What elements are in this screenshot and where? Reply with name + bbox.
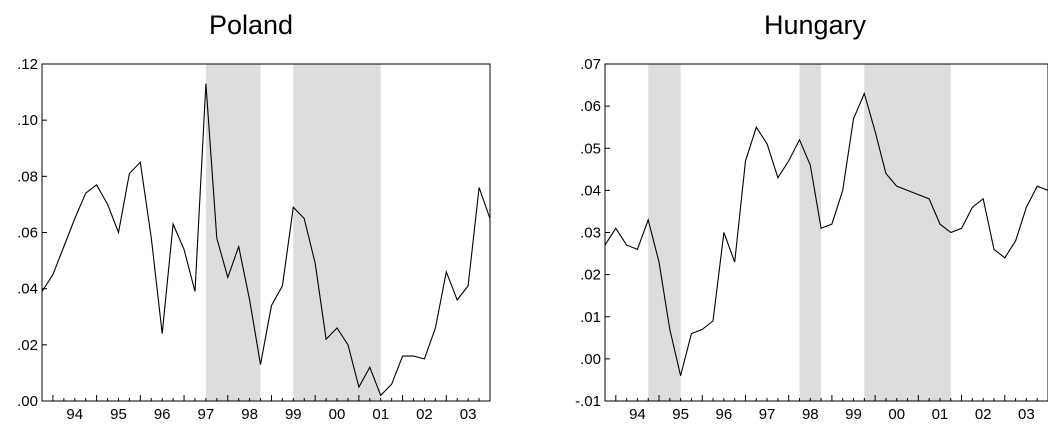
hungary-x-tick-label: 01 bbox=[932, 406, 949, 423]
poland-x-tick-label: 98 bbox=[241, 406, 258, 423]
hungary-y-tick-label: .03 bbox=[580, 225, 601, 242]
poland-y-tick-label: .06 bbox=[17, 225, 38, 242]
hungary-y-tick-label: .06 bbox=[580, 98, 601, 115]
hungary-y-tick-label: .01 bbox=[580, 309, 601, 326]
poland-y-tick-label: .08 bbox=[17, 168, 38, 185]
hungary-shaded-band-1 bbox=[799, 64, 822, 401]
hungary-y-tick-label: .07 bbox=[580, 56, 601, 73]
hungary-series-line bbox=[604, 91, 1048, 376]
poland-x-tick-label: 94 bbox=[66, 406, 83, 423]
poland-shaded-band-1 bbox=[293, 64, 381, 401]
hungary-panel: Hungary -.01 .00 .01 .02 .03 .04 .05 .06 .07 94 95… bbox=[575, 10, 1048, 423]
poland-x-tick-label: 96 bbox=[154, 406, 171, 423]
poland-x-tick-label: 95 bbox=[110, 406, 127, 423]
poland-shaded-band-0 bbox=[205, 64, 261, 401]
poland-chart-title: Poland bbox=[209, 10, 293, 40]
poland-x-tick-label: 99 bbox=[285, 406, 302, 423]
hungary-y-tick-label: .00 bbox=[580, 351, 601, 368]
poland-series-line bbox=[41, 83, 491, 397]
poland-x-tick-label: 00 bbox=[329, 406, 346, 423]
hungary-x-tick-label: 95 bbox=[672, 406, 689, 423]
hungary-chart-title: Hungary bbox=[764, 10, 867, 40]
poland-x-tick-label: 97 bbox=[198, 406, 215, 423]
hungary-x-tick-label: 97 bbox=[759, 406, 776, 423]
hungary-y-tick-label: .02 bbox=[580, 267, 601, 284]
hungary-shaded-band-0 bbox=[648, 64, 681, 401]
hungary-x-tick-label: 98 bbox=[802, 406, 819, 423]
poland-y-tick-label: .04 bbox=[17, 281, 38, 298]
poland-plot-frame bbox=[41, 63, 491, 402]
poland-x-tick-label: 03 bbox=[460, 406, 477, 423]
poland-y-tick-label: .10 bbox=[17, 112, 38, 129]
poland-x-tick-label: 01 bbox=[372, 406, 389, 423]
poland-y-tick-label: .12 bbox=[17, 56, 38, 73]
poland-y-tick-label: .00 bbox=[17, 393, 38, 410]
hungary-x-tick-label: 96 bbox=[716, 406, 733, 423]
poland-x-tick-label: 02 bbox=[416, 406, 433, 423]
hungary-x-tick-label: 00 bbox=[888, 406, 905, 423]
hungary-x-tick-label: 03 bbox=[1018, 406, 1035, 423]
hungary-x-tick-label: 99 bbox=[845, 406, 862, 423]
hungary-y-tick-label: .05 bbox=[580, 140, 601, 157]
hungary-x-tick-label: 94 bbox=[629, 406, 646, 423]
poland-panel: Poland .00 .02 .04 .06 .08 .10 .12 94 95 96 97 98 99… bbox=[17, 10, 491, 423]
hungary-x-tick-label: 02 bbox=[975, 406, 992, 423]
hungary-y-tick-label: .04 bbox=[580, 182, 601, 199]
poland-y-tick-label: .02 bbox=[17, 337, 38, 354]
hungary-shaded-band-2 bbox=[864, 64, 951, 401]
hungary-y-tick-label: -.01 bbox=[575, 393, 601, 410]
